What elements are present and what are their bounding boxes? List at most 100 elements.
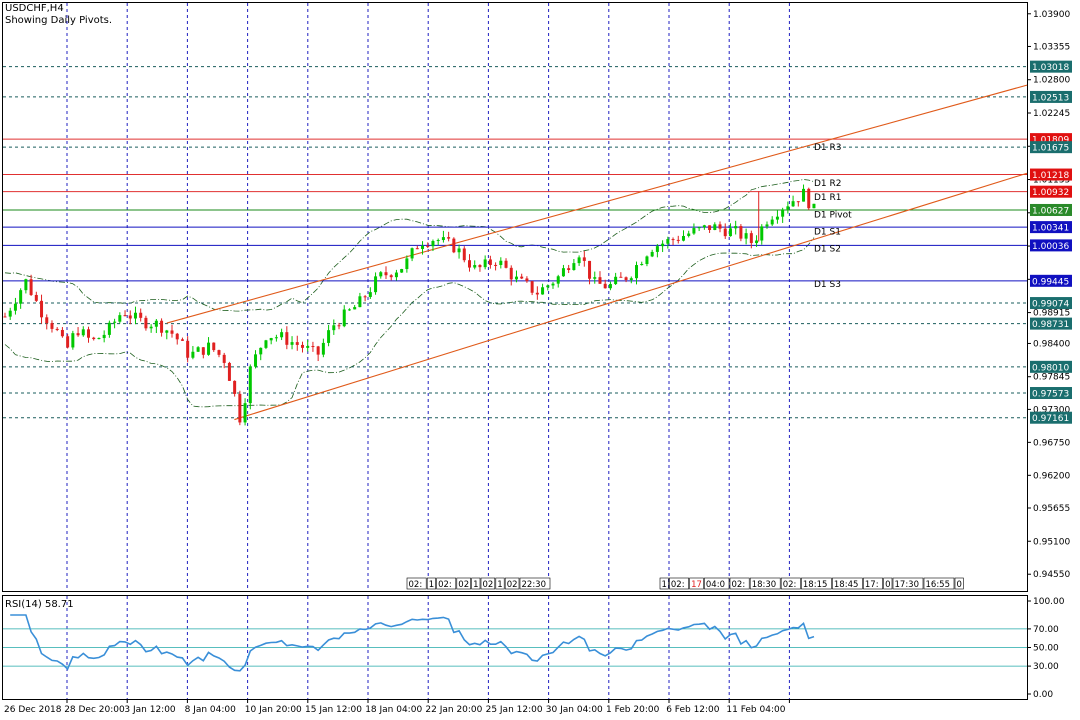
pivot-label: D1 R1 [814,193,842,203]
candle-down [170,330,174,334]
candle-up [405,258,409,270]
time-tick-label: 11 Feb 04:00 [726,705,785,715]
level-tag-label: 1.02513 [1032,93,1069,103]
candle-up [556,276,560,284]
candle-down [676,239,680,241]
timestamp-tag: 22:30 [522,580,547,590]
rsi-levels [3,628,1027,667]
vertical-grid [66,3,790,591]
candle-down [749,233,753,244]
candle-up [207,342,211,355]
timestamp-tag: 1 [497,580,502,590]
level-tag-bg [1030,317,1072,330]
candle-down [389,275,393,278]
candle-down [3,316,7,318]
candle-up [394,272,398,278]
candle-up [666,239,670,244]
candle-down [478,265,482,268]
candle-down [598,277,602,284]
candle-down [603,283,607,289]
time-tick-label: 3 Jan 12:00 [124,705,176,715]
timestamp-tag: 1 [473,580,478,590]
candle-down [300,344,304,348]
candle-up [327,330,331,343]
rsi-axis: 100.00 70.00 50.00 30.00 0.00 [1027,597,1065,700]
candle-up [353,307,357,310]
candle-up [133,312,137,319]
price-panel[interactable]: D1 R3 D1 R2 D1 R1 D1 Pivot D1 S1 D1 S2 D1 S3 0… [2,2,1028,592]
candle-up [368,292,372,297]
timestamp-tag: 1 [662,580,667,590]
timestamp-tag-box [519,577,551,590]
timestamp-tag-box [406,577,427,590]
candle-down [139,312,143,318]
timestamp-tag: 0 [957,580,962,590]
time-tick-label: 6 Feb 12:00 [666,705,720,715]
candle-up [541,287,545,295]
candle-up [13,303,17,311]
rsi-vertical-grid [66,596,790,699]
candle-down [467,260,471,268]
candle-up [97,338,101,340]
candle-down [186,340,190,358]
rsi-panel[interactable]: RSI(14) 58.71 [2,595,1028,700]
candle-up [713,224,717,231]
pivot-label: D1 Pivot [814,211,852,221]
candle-up [551,283,555,286]
price-tick-label: 0.95100 [1033,537,1070,547]
timestamp-tag-box [863,577,883,590]
candle-down [180,339,184,341]
candle-down [525,278,529,282]
level-tag-bg [1030,387,1072,400]
time-tick-label: 18 Jan 04:00 [365,705,422,715]
pivot-label: D1 R2 [814,179,842,189]
timestamp-tag: 02: [671,580,685,590]
candle-down [384,272,388,276]
time-tick-label: 28 Dec 20:00 [64,705,125,715]
candle-up [681,235,685,241]
level-tag-label: 1.01809 [1032,136,1069,146]
candle-up [765,224,769,227]
candle-up [410,248,414,259]
candle-up [786,206,790,210]
timestamp-tag-box [883,577,893,590]
candle-down [160,320,164,333]
candle-up [113,321,117,323]
timestamp-tag: 17:30 [895,580,920,590]
candle-up [19,290,23,304]
timestamp-tag-box [456,577,471,590]
candle-up [650,251,654,257]
candle-up [577,257,581,264]
price-tick-label: 1.02245 [1033,109,1070,119]
candle-up [791,201,795,207]
candle-down [227,362,231,381]
candle-down [530,281,534,293]
candle-down [76,333,80,336]
candle-down [212,342,216,351]
price-tick-label: 0.97300 [1033,405,1070,415]
candle-up [81,329,85,336]
timestamp-tag-box [689,577,704,590]
candle-down [447,237,451,239]
candle-up [499,260,503,265]
candle-down [316,346,320,355]
candle-down [708,225,712,231]
candle-up [697,227,701,229]
candle-up [760,226,764,241]
level-tag-label: 1.03018 [1032,63,1069,73]
price-tick-label: 0.96200 [1033,471,1070,481]
candle-down [807,188,811,209]
candle-down [55,328,59,330]
candle-up [274,337,278,339]
level-tag-bg [1030,203,1072,216]
candle-up [196,347,200,352]
candle-down [175,333,179,340]
horizontal-levels [3,66,1027,419]
candle-down [504,260,508,268]
candle-up [321,342,325,355]
time-tick-label: 30 Jan 04:00 [546,705,603,715]
candle-down [415,248,419,250]
timestamp-tag: 02: [783,580,797,590]
